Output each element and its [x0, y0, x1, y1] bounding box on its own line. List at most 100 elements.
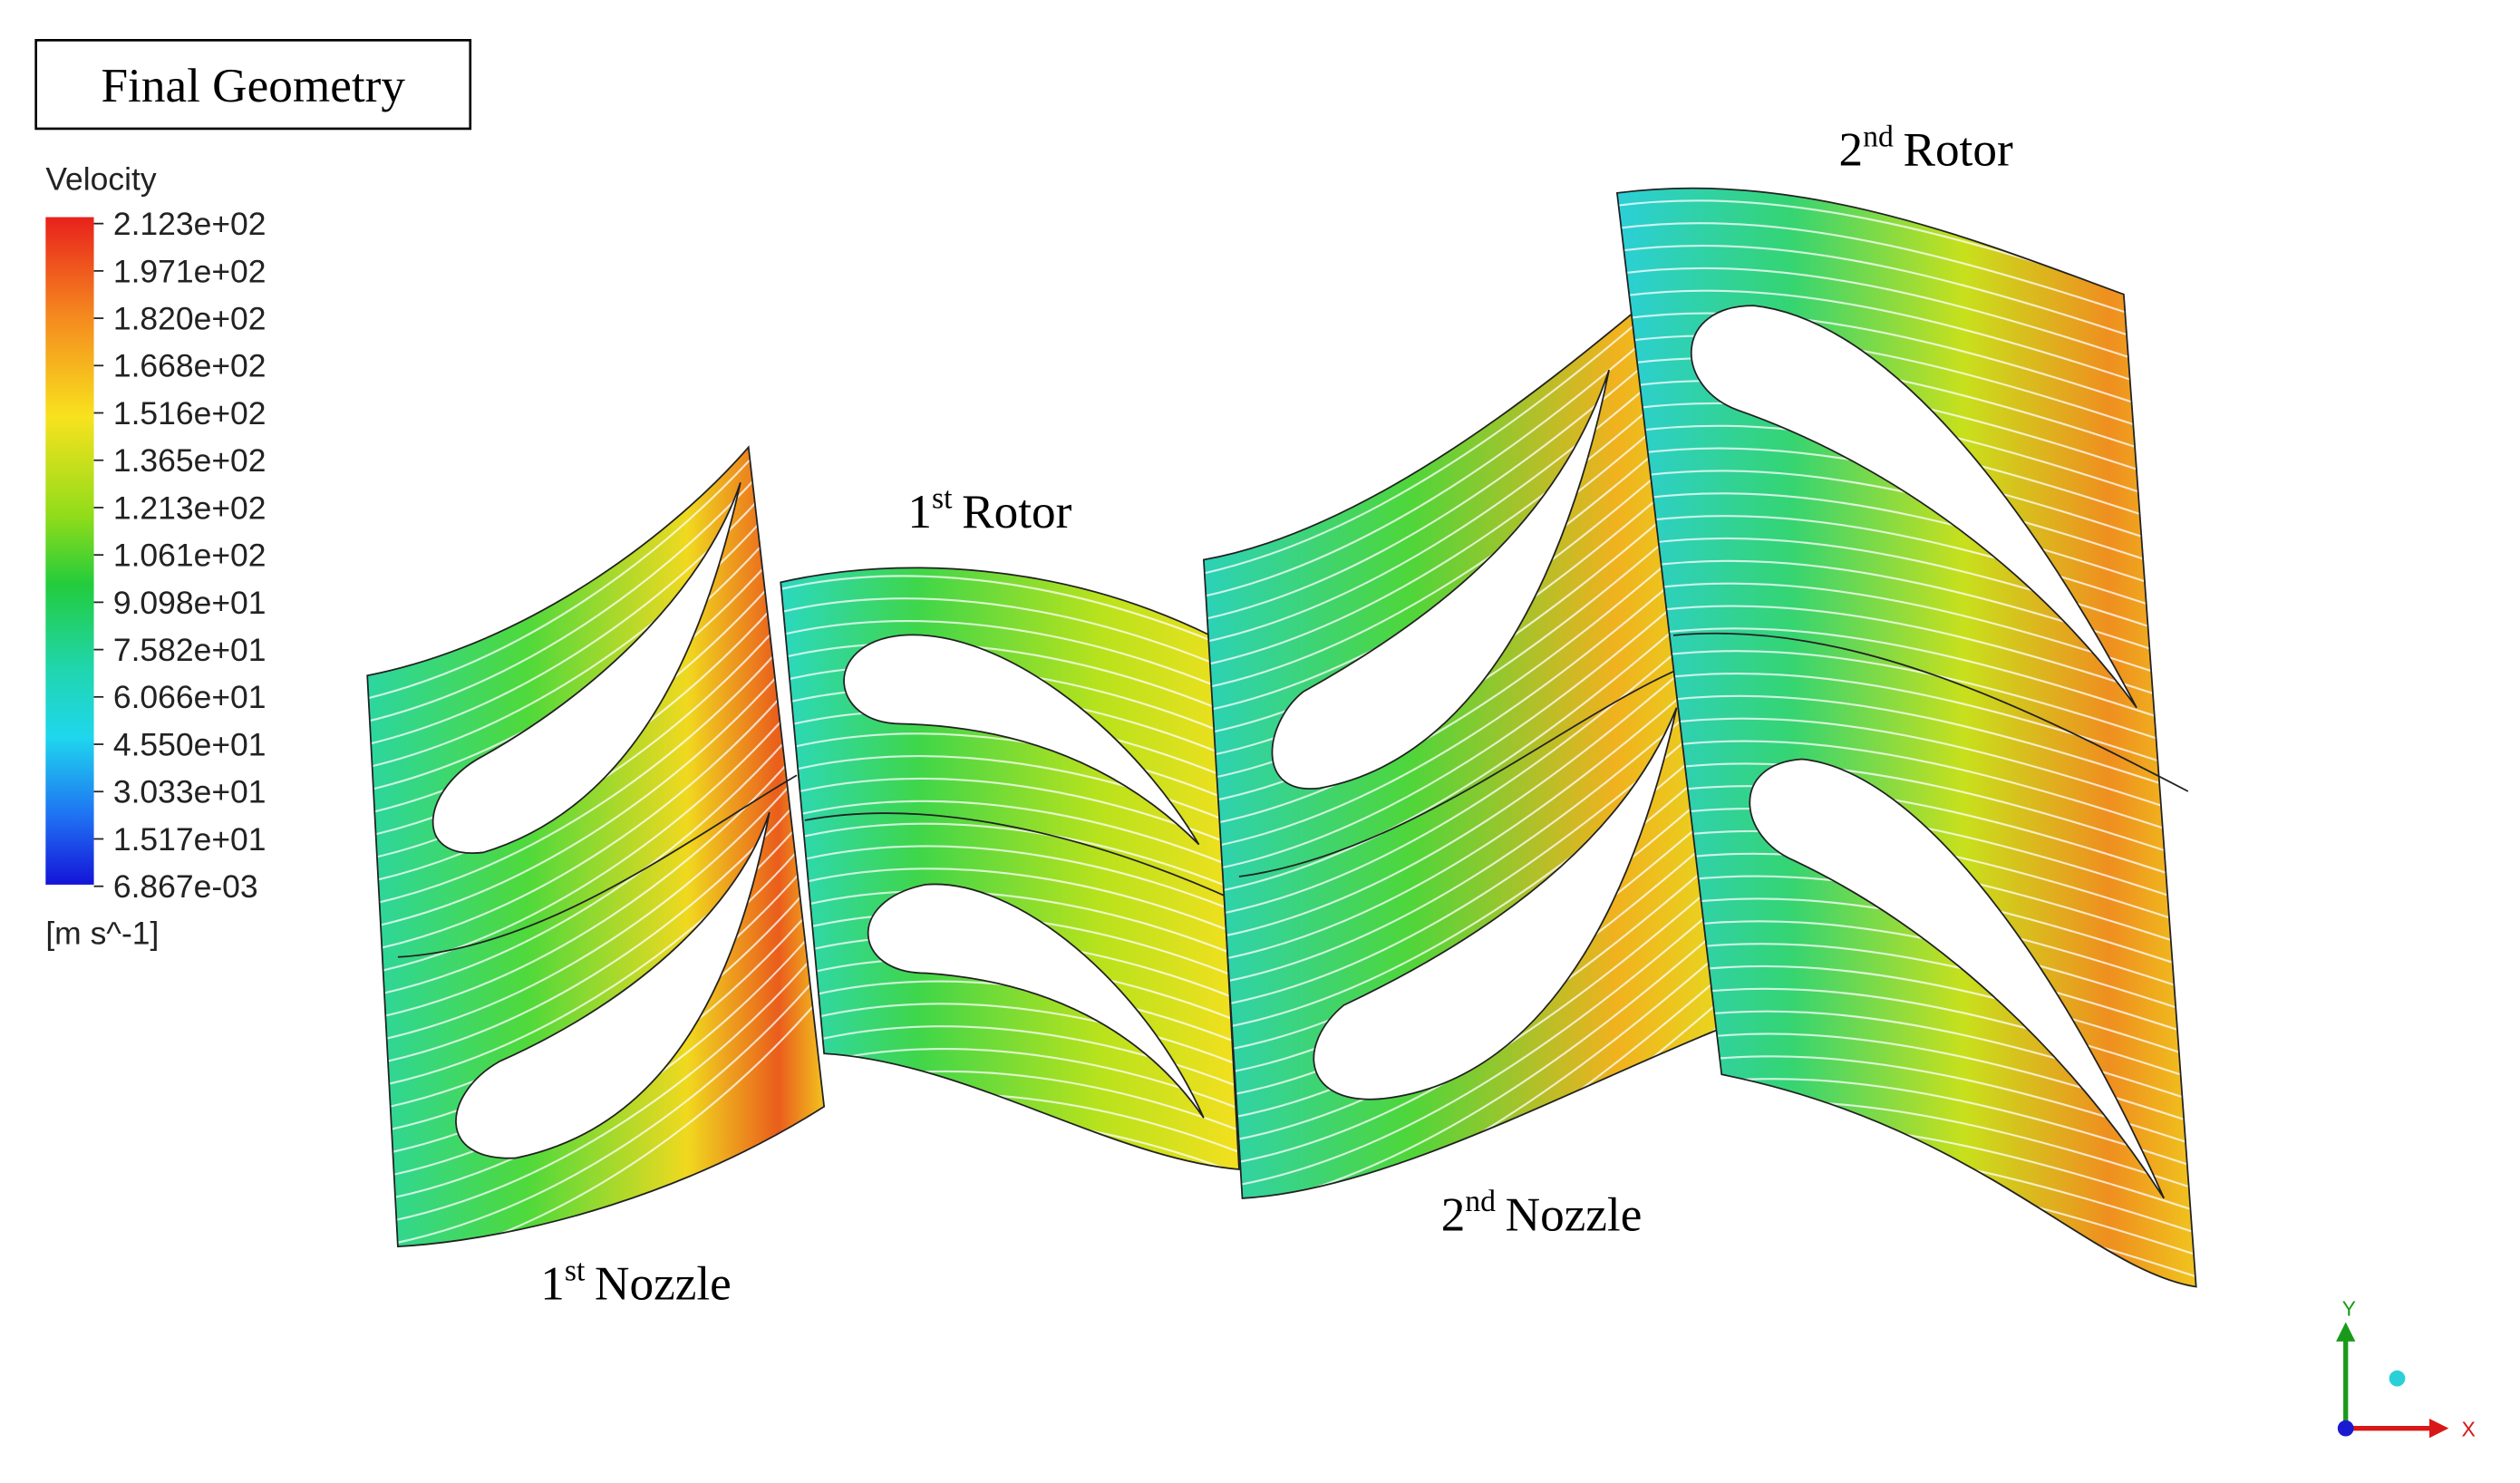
- legend-tick-label: 3.033e+01: [113, 774, 267, 810]
- stage-name: Rotor: [1903, 123, 2013, 177]
- color-bar: [45, 217, 94, 885]
- streamline: [780, 822, 1239, 908]
- streamline: [367, 479, 778, 754]
- arrow-head: [2336, 1322, 2356, 1342]
- y-axis-label: Y: [2342, 1296, 2356, 1320]
- streamline: [1203, 372, 1664, 648]
- stage-number: 1: [540, 1257, 565, 1311]
- stage-number: 2: [1839, 123, 1864, 177]
- streamline: [1616, 334, 2196, 458]
- legend-tick-label: 2.123e+02: [113, 206, 267, 242]
- blade: [1271, 369, 1610, 790]
- stage-name: Nozzle: [1506, 1187, 1643, 1241]
- streamline: [367, 703, 797, 979]
- legend-title: Velocity: [45, 160, 157, 197]
- flow-region: [780, 567, 1239, 1169]
- outline: [780, 567, 1240, 1170]
- legend-unit: [m s^-1]: [45, 916, 159, 952]
- streamline: [780, 620, 1239, 706]
- streamline: [367, 447, 774, 709]
- legend-tick-label: 6.066e+01: [113, 679, 267, 715]
- stage-name: Rotor: [962, 485, 1072, 538]
- streamline: [367, 456, 776, 732]
- stage-number: 2: [1441, 1187, 1466, 1241]
- streamline: [1203, 597, 1683, 873]
- streamline: [780, 755, 1239, 841]
- streamline: [1616, 357, 2196, 480]
- streamline: [1679, 1213, 2196, 1287]
- stage-2-rotor: [1615, 187, 2197, 1288]
- legend-tick-label: 1.061e+02: [113, 538, 267, 574]
- streamline: [370, 996, 822, 1247]
- outline: [1615, 187, 2197, 1288]
- streamlines: [780, 575, 1239, 1169]
- axis-triad: Y X: [2336, 1296, 2476, 1441]
- streamline: [792, 1003, 1239, 1089]
- streamline: [780, 800, 1239, 886]
- legend-tick-label: 1.213e+02: [113, 489, 267, 526]
- legend-tick-label: 1.365e+02: [113, 442, 267, 479]
- stage-number: 1: [907, 485, 932, 538]
- streamline: [1616, 267, 2196, 391]
- stage-label: 1st Rotor: [907, 482, 1071, 538]
- streamline: [1203, 620, 1685, 896]
- streamline: [1230, 957, 1714, 1198]
- periodic-line: [397, 774, 798, 958]
- legend-tick-label: 9.098e+01: [113, 585, 267, 621]
- title-box: [34, 39, 472, 131]
- periodic-line: [1672, 632, 2189, 792]
- x-axis-label: X: [2461, 1418, 2475, 1441]
- legend-tick-label: 4.550e+01: [113, 726, 267, 762]
- legend-tick-label: 1.517e+01: [113, 821, 267, 858]
- streamline: [1203, 350, 1662, 625]
- streamline: [780, 732, 1239, 819]
- periodic-line: [804, 812, 1236, 902]
- streamline: [368, 974, 820, 1247]
- streamline: [1203, 642, 1687, 918]
- streamline: [797, 1048, 1239, 1134]
- streamline: [367, 500, 780, 777]
- streamline: [1675, 1168, 2196, 1287]
- streamline: [781, 868, 1239, 954]
- title: Final Geometry: [101, 59, 405, 112]
- stage-label: 2nd Rotor: [1839, 120, 2013, 176]
- blade: [1691, 305, 2137, 709]
- stage-1-nozzle: [366, 445, 826, 1248]
- streamline: [367, 951, 819, 1227]
- streamline: [1203, 552, 1680, 829]
- stage-name: Nozzle: [595, 1257, 732, 1311]
- streamline: [780, 845, 1239, 931]
- streamline: [367, 681, 795, 957]
- blade: [867, 883, 1205, 1119]
- streamline: [1616, 244, 2196, 368]
- stage-suffix: st: [565, 1254, 586, 1287]
- streamline: [1677, 1190, 2196, 1287]
- stage-label: 1st Nozzle: [540, 1254, 731, 1310]
- stage-1-rotor: [780, 567, 1240, 1170]
- streamline: [780, 597, 1239, 683]
- streamline: [1616, 289, 2196, 413]
- legend-tick-label: 1.820e+02: [113, 300, 267, 336]
- streamline: [1682, 1235, 2196, 1287]
- streamline: [1203, 308, 1658, 580]
- streamline: [783, 890, 1239, 976]
- streamline: [794, 1025, 1239, 1111]
- blade: [455, 811, 771, 1159]
- legend-tick-label: 1.668e+02: [113, 348, 267, 384]
- view-dot: [2389, 1370, 2406, 1387]
- streamline: [1207, 687, 1691, 964]
- z-axis-dot: [2337, 1420, 2354, 1437]
- streamline: [1205, 664, 1690, 941]
- streamline: [1616, 222, 2196, 345]
- stage-suffix: nd: [1465, 1185, 1496, 1218]
- streamline: [1203, 417, 1668, 693]
- blade: [431, 482, 741, 854]
- blade: [843, 634, 1200, 846]
- streamline: [1203, 575, 1682, 850]
- streamline: [1249, 1183, 1719, 1198]
- legend-tick-label: 6.867e-03: [113, 868, 258, 905]
- legend-tick-label: 1.516e+02: [113, 395, 267, 431]
- streamline: [367, 749, 800, 1024]
